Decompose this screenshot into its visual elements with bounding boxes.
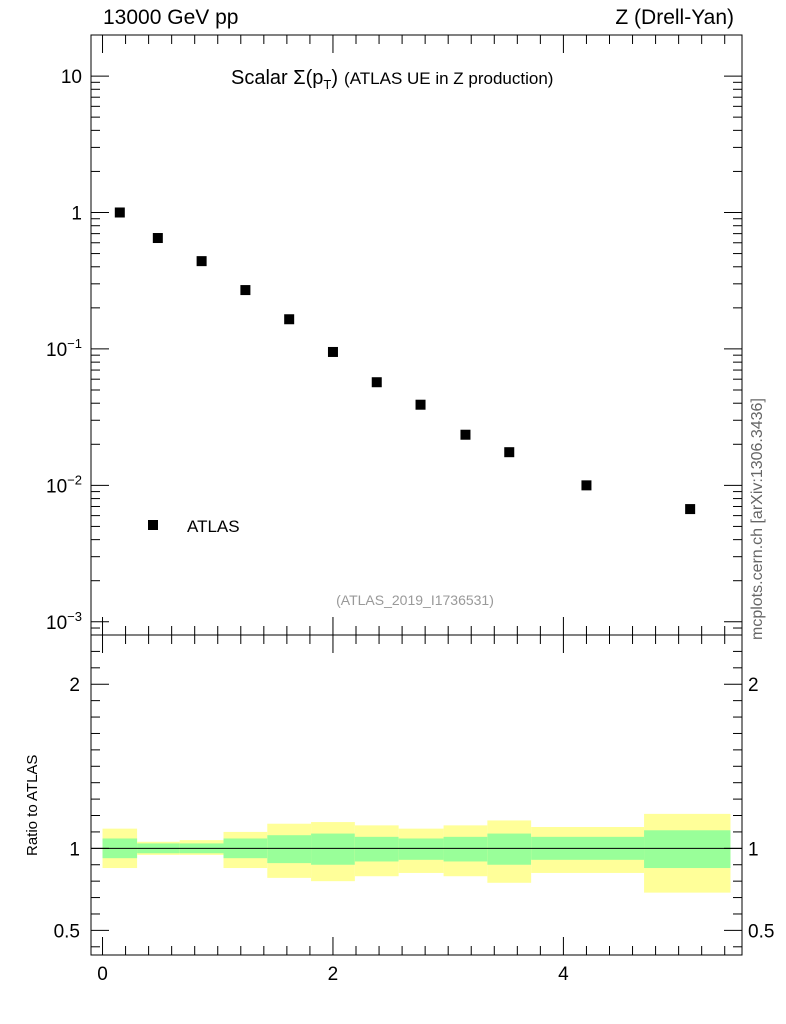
data-point bbox=[685, 504, 696, 515]
ratio-y-tick-label: 0.5 bbox=[54, 921, 80, 942]
y-tick-label: 1 bbox=[71, 203, 82, 224]
legend-marker bbox=[148, 520, 158, 530]
data-point bbox=[240, 285, 251, 296]
y-tick-label: 10 bbox=[61, 67, 82, 88]
data-point bbox=[581, 480, 592, 491]
energy-label: 13000 GeV pp bbox=[103, 6, 239, 29]
data-point bbox=[284, 314, 295, 325]
data-point bbox=[504, 447, 515, 458]
legend-label: ATLAS bbox=[187, 517, 240, 536]
data-point bbox=[152, 233, 163, 244]
ratio-y-tick-label-right: 2 bbox=[748, 675, 759, 696]
ratio-ylabel: Ratio to ATLAS bbox=[24, 755, 41, 856]
ratio-band-inner bbox=[354, 836, 399, 862]
data-markers bbox=[114, 207, 696, 515]
data-point bbox=[371, 377, 382, 388]
main-frame bbox=[90, 34, 743, 636]
axis-labels: 10 1 10−1 10−2 10−3 2 2 1 1 0.5 0.5 0 2 4 bbox=[46, 67, 774, 985]
ratio-bands bbox=[91, 813, 742, 893]
ratio-band-inner bbox=[398, 838, 444, 860]
ratio-band-inner bbox=[644, 830, 731, 869]
data-point bbox=[460, 429, 471, 440]
process-label: Z (Drell-Yan) bbox=[615, 6, 734, 29]
ratio-y-tick-label-right: 1 bbox=[748, 839, 759, 860]
x-tick-label: 2 bbox=[328, 964, 339, 985]
ratio-band-inner bbox=[443, 836, 488, 862]
x-tick-label: 4 bbox=[558, 964, 569, 985]
data-point bbox=[327, 346, 338, 357]
x-tick-label: 0 bbox=[97, 964, 108, 985]
ratio-band-inner bbox=[311, 833, 355, 865]
chart-title: Scalar Σ(pT) (ATLAS UE in Z production) bbox=[231, 67, 553, 92]
ratio-y-tick-label: 2 bbox=[69, 675, 80, 696]
ratio-band-inner bbox=[267, 835, 312, 864]
data-point bbox=[114, 207, 125, 218]
y-tick-label: 10−1 bbox=[46, 336, 82, 361]
analysis-label: (ATLAS_2019_I1736531) bbox=[336, 592, 494, 608]
y-tick-label: 10−2 bbox=[46, 472, 82, 497]
ratio-y-tick-label-right: 0.5 bbox=[748, 921, 774, 942]
ratio-y-tick-label: 1 bbox=[69, 839, 80, 860]
data-point bbox=[196, 256, 207, 267]
ratio-frame bbox=[90, 634, 743, 956]
ratio-band-inner bbox=[487, 833, 532, 865]
data-point bbox=[415, 399, 426, 410]
y-tick-label: 10−3 bbox=[46, 609, 82, 634]
